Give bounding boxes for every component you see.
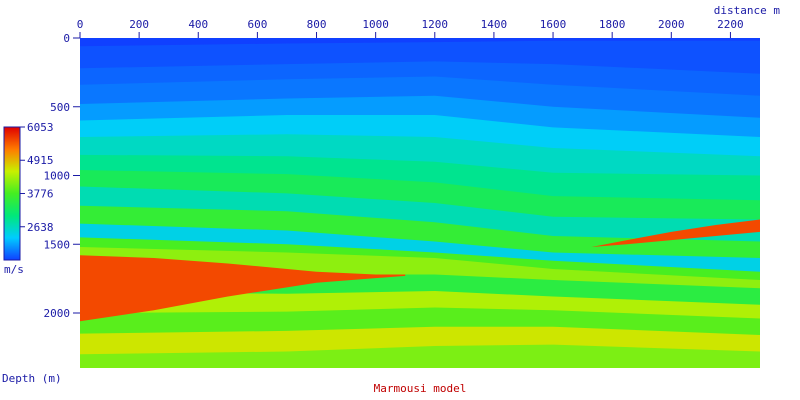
y-axis: 0 500 1000 1500 2000 xyxy=(44,32,80,320)
y-tick-label: 2000 xyxy=(44,307,71,320)
x-tick-label: 1800 xyxy=(599,18,626,31)
x-axis: 0 200 400 600 800 1000 1200 1400 1600 1800 2000 220… xyxy=(77,18,744,38)
x-tick-label: 600 xyxy=(247,18,267,31)
velocity-layers xyxy=(80,38,760,368)
x-tick-label: 1400 xyxy=(481,18,508,31)
colorbar-tick-label: 2638 xyxy=(27,221,54,234)
colorbar-tick-label: 3776 xyxy=(27,188,54,201)
x-tick-label: 2200 xyxy=(717,18,744,31)
high-velocity-body xyxy=(80,255,406,322)
colorbar-tick-label: 4915 xyxy=(27,154,54,167)
x-tick-label: 1000 xyxy=(362,18,389,31)
x-tick-label: 400 xyxy=(188,18,208,31)
x-tick-label: 800 xyxy=(307,18,327,31)
y-tick-label: 500 xyxy=(50,101,70,114)
y-axis-label: Depth (m) xyxy=(2,372,62,385)
y-tick-label: 1000 xyxy=(44,170,71,183)
chart-title: Marmousi model xyxy=(374,382,467,395)
x-tick-label: 1200 xyxy=(422,18,449,31)
x-tick-label: 200 xyxy=(129,18,149,31)
x-tick-label: 1600 xyxy=(540,18,567,31)
x-tick-label: 0 xyxy=(77,18,84,31)
x-tick-label: 2000 xyxy=(658,18,685,31)
high-velocity-body xyxy=(591,219,760,247)
colorbar: 6053 4915 3776 2638 m/s xyxy=(3,121,54,276)
y-tick-label: 0 xyxy=(63,32,70,45)
colorbar-unit: m/s xyxy=(4,263,24,276)
velocity-layer xyxy=(80,344,760,368)
colorbar-tick-label: 6053 xyxy=(27,121,54,134)
colorbar-bar xyxy=(3,126,21,261)
x-axis-label: distance m xyxy=(714,4,781,17)
y-tick-label: 1500 xyxy=(44,238,71,251)
